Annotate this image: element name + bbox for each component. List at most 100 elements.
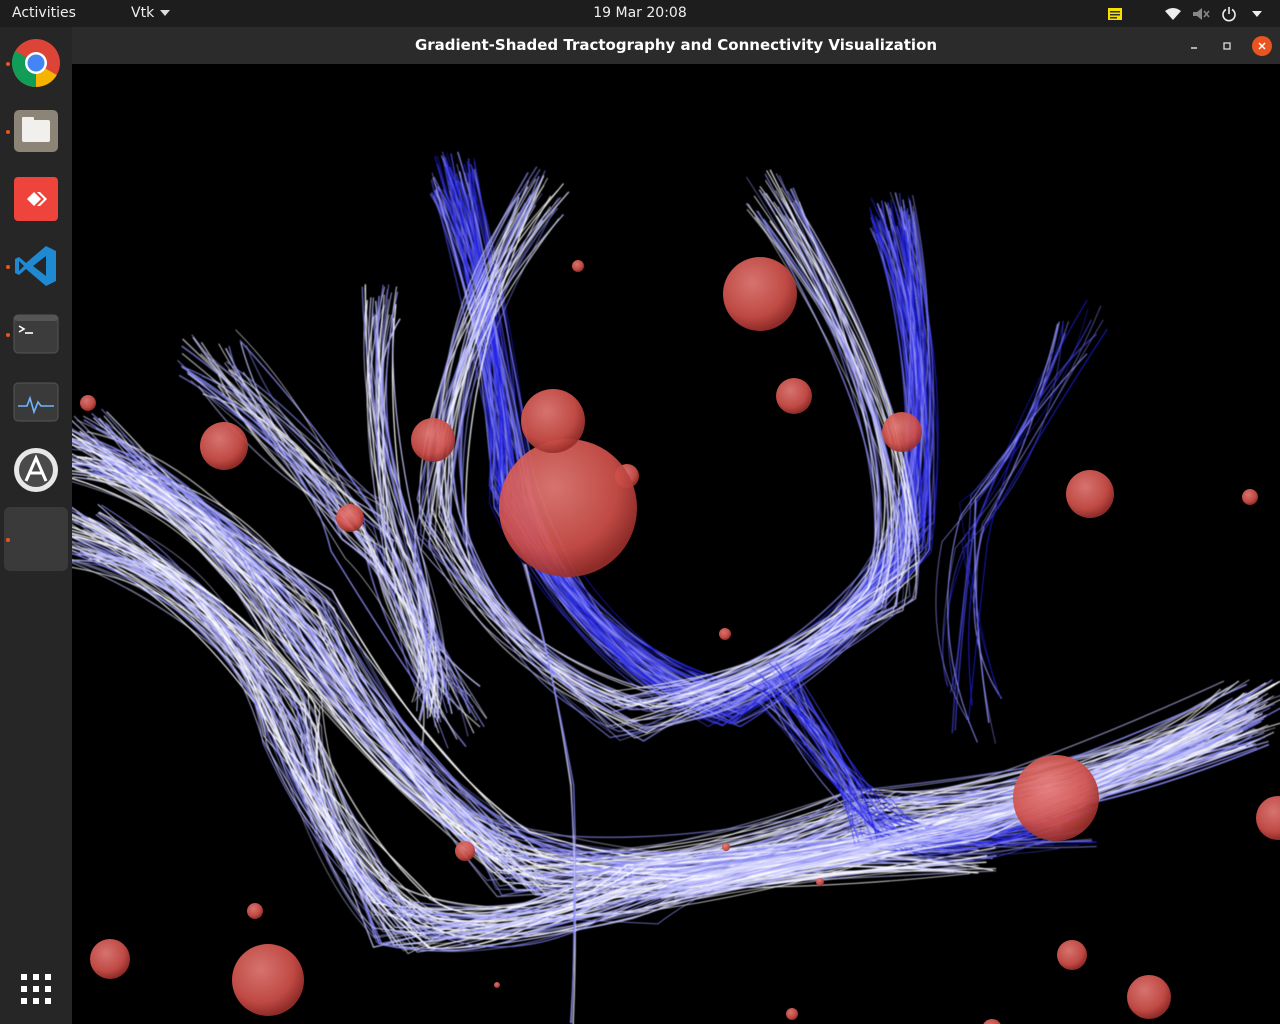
top-bar: Activities Vtk 19 Mar 20:08 [0,0,1280,27]
fiber-streamline [378,314,444,718]
fiber-streamline [525,563,577,1024]
anydesk-icon [14,177,58,221]
connectivity-node [983,1019,1001,1024]
dock-files[interactable] [4,99,68,163]
running-indicator [6,538,10,542]
title-bar[interactable]: Gradient-Shaded Tractography and Connect… [72,27,1280,64]
fiber-streamline [759,691,1072,837]
connectivity-node [1256,796,1280,840]
tractography-scene[interactable] [72,64,1280,1024]
fiber-streamline [364,287,450,691]
fiber-streamline [438,169,920,707]
fiber-streamline [88,517,998,950]
connectivity-node [1242,489,1258,505]
fiber-streamline [414,188,899,729]
fiber-streamline [790,681,1079,846]
fiber-streamline [72,464,1252,899]
fiber-streamline [242,371,433,685]
volume-icon[interactable] [1192,5,1210,23]
fiber-streamline [72,429,1249,859]
minimize-icon [1191,47,1197,49]
fiber-streamline [951,333,1098,734]
dock-chrome[interactable] [4,31,68,95]
connectivity-node [1057,940,1087,970]
close-button[interactable] [1252,36,1272,56]
connectivity-nodes [80,257,1280,1024]
connectivity-node [1066,470,1114,518]
vscode-icon [15,246,56,286]
notes-icon[interactable] [1106,5,1124,23]
fiber-streamline [376,304,423,703]
fiber-streamline [392,317,432,721]
running-indicator [6,333,10,337]
chevron-down-icon [160,10,171,16]
connectivity-node [90,939,130,979]
dock-anydesk[interactable] [4,167,68,231]
fiber-streamline [781,693,1080,836]
app-grid-icon [21,974,51,1004]
fiber-streamline [375,295,429,715]
fiber-streamline [380,292,443,708]
fiber-streamline [441,192,895,705]
running-indicator [6,265,10,269]
clock[interactable]: 19 Mar 20:08 [593,5,687,21]
show-applications-button[interactable] [4,957,68,1021]
fiber-streamline [230,369,437,705]
fiber-streamline [86,460,1222,853]
fiber-streamline [85,440,1256,865]
fiber-streamline [94,462,1233,884]
fiber-streamline [374,313,448,714]
wifi-icon[interactable] [1164,5,1182,23]
fiber-streamline [449,175,879,714]
dock-software-updater[interactable] [4,438,68,502]
fiber-streamline [949,319,1092,693]
connectivity-node [521,389,585,453]
power-icon[interactable] [1220,5,1238,23]
dock [0,27,72,1024]
fiber-streamline [947,320,1064,690]
fiber-streamline [942,350,1055,688]
fiber-streamline [666,690,1266,888]
fiber-streamline [657,711,1255,875]
dock-terminal[interactable] [4,302,68,366]
connectivity-node [232,944,304,1016]
connectivity-node [1013,755,1099,841]
files-icon [14,110,58,152]
maximize-button[interactable] [1217,36,1237,56]
connectivity-node [776,378,812,414]
fiber-streamline [72,470,1254,880]
fiber-streamline [427,166,920,711]
connectivity-node [200,422,248,470]
activities-button[interactable]: Activities [12,5,76,21]
connectivity-node [455,841,475,861]
fiber-streamline [795,703,1055,855]
vtk-window: Gradient-Shaded Tractography and Connect… [72,27,1280,1024]
software-updater-icon [14,448,58,492]
dock-vtk-window[interactable] [4,507,68,571]
fiber-streamline [72,536,979,955]
close-icon [1258,42,1266,50]
fiber-streamline [958,309,1089,690]
chevron-down-icon[interactable] [1248,5,1266,23]
dock-system-monitor[interactable] [4,370,68,434]
app-menu[interactable]: Vtk [131,5,171,21]
fiber-streamline [428,196,877,689]
fiber-streamline [96,533,974,945]
render-viewport[interactable] [72,64,1280,1024]
fiber-streamline [954,333,1066,731]
fiber-streamline [659,716,1255,897]
chrome-icon [11,39,60,88]
dock-vscode[interactable] [4,234,68,298]
minimize-button[interactable] [1184,36,1204,56]
connectivity-node [723,257,797,331]
connectivity-node [1127,975,1171,1019]
fiber-streamline [947,353,1088,743]
fiber-streamline [232,388,419,681]
system-monitor-icon [13,382,59,422]
fiber-streamline [87,548,959,938]
system-tray[interactable] [1106,4,1266,24]
fiber-streamline [450,170,911,705]
fiber-streamline [664,712,1260,898]
connectivity-node [494,982,500,988]
fiber-streamline [377,294,427,708]
